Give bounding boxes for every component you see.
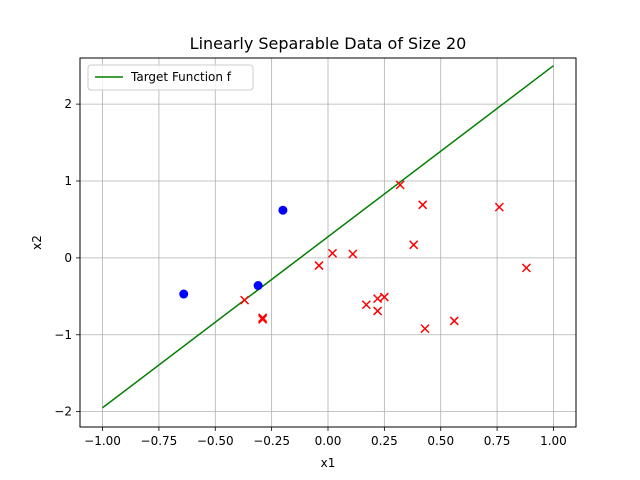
x-tick-label: 0.25 [371,434,398,448]
red-x-point [521,263,531,273]
red-x-point [373,306,383,316]
red-x-point [348,249,358,259]
red-x-point [449,316,459,326]
legend-box [87,64,254,91]
y-tick-label: 2 [64,97,72,111]
red-x-point [418,200,428,210]
y-axis-label: x2 [30,235,44,250]
red-x-point [240,295,250,305]
y-tick-label: 0 [64,251,72,265]
target-function-line [102,65,554,409]
x-tick-label: 0.00 [315,434,342,448]
red-x-point [361,300,371,310]
red-x-point [395,180,405,190]
legend-entry-label: Target Function f [130,70,232,84]
x-tick-label: −1.00 [84,434,121,448]
red-x-point [409,240,419,250]
y-tick-label: −1 [54,328,72,342]
x-tick-label: −0.50 [197,434,234,448]
y-tick-label: −2 [54,405,72,419]
x-tick-label: −0.75 [141,434,178,448]
x-tick-label: 1.00 [540,434,567,448]
red-x-point [420,324,430,334]
axis-ticks: −1.00 −0.75 −0.50 −0.25 0.00 0.25 0.50 0.75 1.00… [54,97,567,448]
x-tick-label: 0.75 [484,434,511,448]
x-tick-label: −0.25 [253,434,290,448]
y-tick-label: 1 [64,174,72,188]
blue-circle-point [253,281,263,291]
blue-circle-point [179,289,189,299]
red-x-point [379,292,389,302]
red-x-point [327,248,338,258]
red-x-point [373,294,383,304]
red-x-point [258,313,268,323]
blue-circle-point [278,205,288,215]
chart-title: Linearly Separable Data of Size 20 [190,34,467,53]
red-x-point [494,202,504,212]
red-x-point [314,261,324,271]
x-axis-label: x1 [321,456,336,470]
red-x-point [258,314,268,324]
legend: Target Function f [87,64,254,91]
target-function-path [102,65,554,409]
x-tick-label: 0.50 [427,434,454,448]
grid [80,58,576,427]
data-points [179,180,531,334]
